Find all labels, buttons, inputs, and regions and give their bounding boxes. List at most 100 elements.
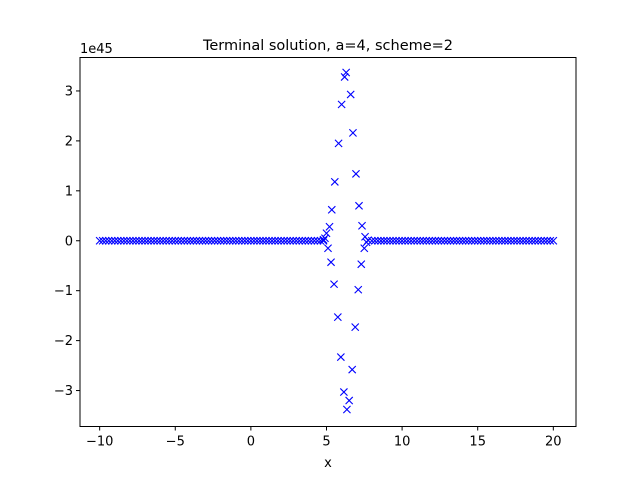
data-point-flat: [138, 236, 146, 245]
data-point: [348, 365, 357, 374]
data-point-flat: [491, 236, 500, 245]
data-point-flat: [379, 236, 388, 245]
data-point: [346, 90, 355, 99]
data-point-flat: [219, 236, 228, 245]
data-point-flat: [183, 236, 192, 245]
data-point-flat: [107, 236, 116, 245]
data-point-flat: [525, 236, 534, 245]
data-point-flat: [503, 236, 512, 245]
data-point-flat: [246, 236, 255, 245]
y-tick-label: −3: [54, 384, 73, 399]
data-marks: [95, 68, 558, 414]
data-point-flat: [298, 236, 307, 245]
data-point: [322, 229, 331, 238]
data-point-flat: [268, 236, 277, 245]
data-point-flat: [419, 236, 428, 245]
plot-frame: [79, 57, 577, 427]
data-point-flat: [171, 236, 180, 245]
data-point-flat: [434, 236, 443, 245]
data-point-flat: [370, 236, 379, 245]
data-point-flat: [534, 236, 543, 245]
data-point-flat: [537, 236, 546, 245]
data-point-flat: [198, 236, 207, 245]
data-point-flat: [186, 236, 195, 245]
y-tick-label: 0: [65, 234, 73, 249]
data-point-flat: [549, 236, 558, 245]
data-point-flat: [401, 236, 410, 245]
y-tick-label: 3: [65, 84, 73, 99]
data-point: [327, 205, 336, 214]
data-point-flat: [153, 236, 162, 245]
data-point-flat: [125, 236, 134, 245]
y-tick-label: 1: [65, 184, 73, 199]
data-point-flat: [386, 236, 394, 245]
data-point-flat: [150, 236, 159, 245]
data-point-flat: [382, 236, 391, 245]
data-point-flat: [277, 236, 286, 245]
data-point-flat: [225, 236, 234, 245]
data-point-flat: [280, 236, 289, 245]
x-tick-label: 10: [394, 435, 411, 450]
data-point-flat: [437, 236, 446, 245]
data-point-flat: [237, 236, 246, 245]
data-point-flat: [455, 236, 464, 245]
data-point-flat: [274, 236, 283, 245]
data-point-flat: [470, 236, 479, 245]
data-point-flat: [216, 236, 225, 245]
data-point-flat: [104, 236, 113, 245]
data-point-flat: [98, 236, 107, 245]
data-point: [327, 258, 336, 267]
y-tick-label: −1: [54, 284, 73, 299]
data-point-flat: [131, 236, 140, 245]
data-point-flat: [180, 236, 189, 245]
data-point-flat: [510, 236, 518, 245]
data-point-flat: [500, 236, 509, 245]
data-point-flat: [310, 236, 319, 245]
data-point-flat: [231, 236, 240, 245]
data-point-flat: [422, 236, 431, 245]
data-point-flat: [234, 236, 243, 245]
y-tick-label: −2: [54, 334, 73, 349]
data-point-flat: [301, 236, 310, 245]
data-point: [358, 221, 367, 230]
data-point-flat: [116, 236, 125, 245]
data-point-flat: [174, 236, 183, 245]
data-point-flat: [398, 236, 407, 245]
data-point-flat: [425, 236, 434, 245]
data-point-flat: [319, 236, 328, 245]
data-point: [354, 285, 363, 294]
x-tick-label: 5: [322, 435, 330, 450]
data-point-flat: [485, 236, 494, 245]
x-tick-label: −5: [166, 435, 185, 450]
x-tick-label: 0: [247, 435, 255, 450]
data-point-flat: [446, 236, 455, 245]
data-point-flat: [128, 236, 137, 245]
data-point-flat: [286, 236, 295, 245]
data-point: [351, 323, 360, 332]
data-point-flat: [488, 236, 497, 245]
data-point-flat: [376, 236, 385, 245]
data-point: [324, 244, 332, 253]
data-point-flat: [389, 236, 398, 245]
data-point-flat: [516, 236, 525, 245]
data-point-flat: [228, 236, 237, 245]
data-point-flat: [207, 236, 216, 245]
data-point-flat: [283, 236, 292, 245]
data-point: [342, 405, 351, 414]
data-point-flat: [249, 236, 258, 245]
data-point-flat: [240, 236, 249, 245]
data-point-flat: [262, 236, 270, 245]
data-point-flat: [156, 236, 165, 245]
data-point-flat: [213, 236, 222, 245]
data-point-flat: [134, 236, 143, 245]
data-point-flat: [304, 236, 313, 245]
data-point-flat: [410, 236, 419, 245]
data-point: [339, 388, 348, 397]
data-point-flat: [404, 236, 413, 245]
data-point-flat: [243, 236, 252, 245]
chart-title: Terminal solution, a=4, scheme=2: [202, 38, 453, 54]
data-point-flat: [513, 236, 522, 245]
data-point-flat: [271, 236, 280, 245]
data-point: [320, 234, 329, 243]
